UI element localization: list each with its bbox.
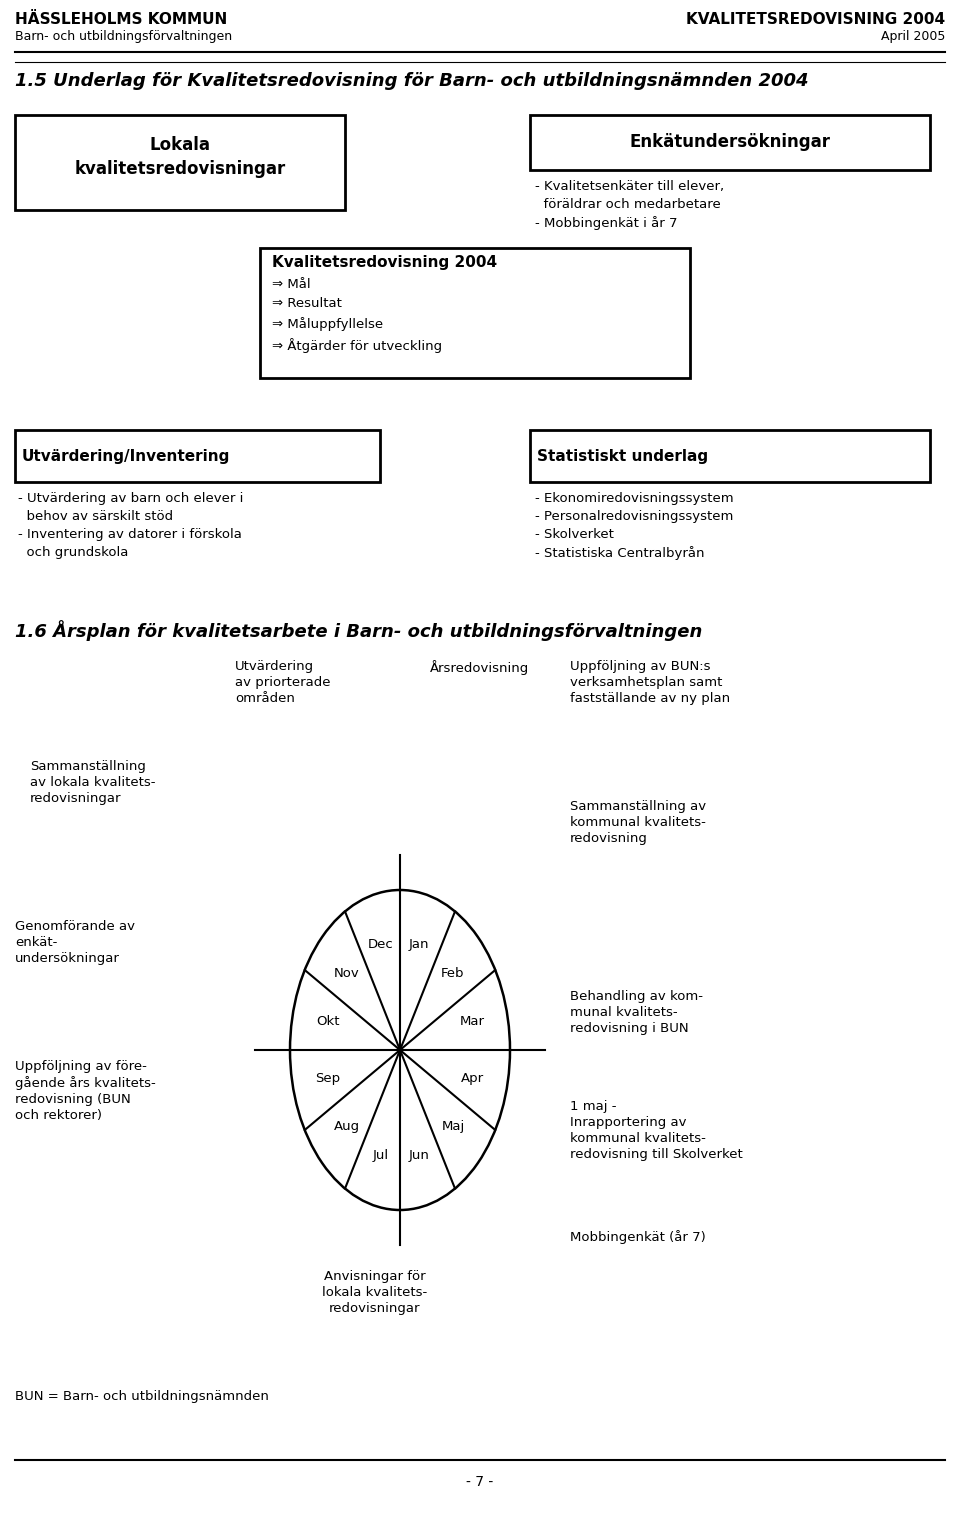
Text: Barn- och utbildningsförvaltningen: Barn- och utbildningsförvaltningen [15, 30, 232, 43]
Text: Anvisningar för
lokala kvalitets-
redovisningar: Anvisningar för lokala kvalitets- redovi… [323, 1271, 427, 1315]
Text: Jul: Jul [372, 1149, 389, 1161]
Text: Uppföljning av BUN:s
verksamhetsplan samt
fastställande av ny plan: Uppföljning av BUN:s verksamhetsplan sam… [570, 660, 731, 705]
FancyBboxPatch shape [15, 116, 345, 210]
Text: Utvärdering/Inventering: Utvärdering/Inventering [22, 448, 230, 464]
Text: Sammanställning
av lokala kvalitets-
redovisningar: Sammanställning av lokala kvalitets- red… [30, 760, 156, 806]
Text: April 2005: April 2005 [880, 30, 945, 43]
Text: Apr: Apr [461, 1072, 484, 1085]
FancyBboxPatch shape [260, 248, 690, 378]
Text: - Ekonomiredovisningssystem
- Personalredovisningssystem
- Skolverket
- Statisti: - Ekonomiredovisningssystem - Personalre… [535, 492, 733, 561]
Text: Kvalitetsredovisning 2004: Kvalitetsredovisning 2004 [272, 255, 497, 271]
Text: Genomförande av
enkät-
undersökningar: Genomförande av enkät- undersökningar [15, 920, 135, 965]
Text: Utvärdering
av priorterade
områden: Utvärdering av priorterade områden [235, 660, 330, 705]
Text: Jun: Jun [409, 1149, 430, 1161]
Ellipse shape [290, 891, 510, 1210]
Text: Mobbingenkät (år 7): Mobbingenkät (år 7) [570, 1230, 706, 1243]
Text: Dec: Dec [368, 938, 394, 952]
Text: Jan: Jan [409, 938, 430, 952]
Text: 1.5 Underlag för Kvalitetsredovisning för Barn- och utbildningsnämnden 2004: 1.5 Underlag för Kvalitetsredovisning fö… [15, 71, 808, 90]
Text: KVALITETSREDOVISNING 2004: KVALITETSREDOVISNING 2004 [685, 12, 945, 27]
Text: Nov: Nov [334, 967, 360, 979]
Text: 1.6 Årsplan för kvalitetsarbete i Barn- och utbildningsförvaltningen: 1.6 Årsplan för kvalitetsarbete i Barn- … [15, 620, 703, 641]
FancyBboxPatch shape [15, 430, 380, 482]
Text: HÄSSLEHOLMS KOMMUN: HÄSSLEHOLMS KOMMUN [15, 12, 228, 27]
Text: Mar: Mar [460, 1015, 485, 1029]
FancyBboxPatch shape [530, 430, 930, 482]
Text: - Kvalitetsenkäter till elever,
  föräldrar och medarbetare
- Mobbingenkät i år : - Kvalitetsenkäter till elever, föräldra… [535, 179, 724, 231]
Text: Feb: Feb [442, 967, 465, 979]
FancyBboxPatch shape [530, 116, 930, 170]
Text: - 7 -: - 7 - [467, 1474, 493, 1490]
Text: - Utvärdering av barn och elever i
  behov av särskilt stöd
- Inventering av dat: - Utvärdering av barn och elever i behov… [18, 492, 244, 559]
Text: 1 maj -
Inrapportering av
kommunal kvalitets-
redovisning till Skolverket: 1 maj - Inrapportering av kommunal kvali… [570, 1100, 743, 1161]
Text: BUN = Barn- och utbildningsnämnden: BUN = Barn- och utbildningsnämnden [15, 1389, 269, 1403]
Text: Behandling av kom-
munal kvalitets-
redovisning i BUN: Behandling av kom- munal kvalitets- redo… [570, 990, 703, 1035]
Text: Uppföljning av före-
gående års kvalitets-
redovisning (BUN
och rektorer): Uppföljning av före- gående års kvalitet… [15, 1059, 156, 1122]
Text: ⇒ Mål
⇒ Resultat
⇒ Måluppfyllelse
⇒ Åtgärder för utveckling: ⇒ Mål ⇒ Resultat ⇒ Måluppfyllelse ⇒ Åtgä… [272, 278, 443, 353]
Text: Maj: Maj [442, 1120, 465, 1134]
Text: Statistiskt underlag: Statistiskt underlag [537, 448, 708, 464]
Text: Enkätundersökningar: Enkätundersökningar [630, 134, 830, 150]
Text: Aug: Aug [334, 1120, 360, 1134]
Text: Sep: Sep [315, 1072, 340, 1085]
Text: Okt: Okt [316, 1015, 340, 1029]
Text: Årsredovisning: Årsredovisning [430, 660, 529, 675]
Text: Sammanställning av
kommunal kvalitets-
redovisning: Sammanställning av kommunal kvalitets- r… [570, 800, 707, 845]
Text: Lokala
kvalitetsredovisningar: Lokala kvalitetsredovisningar [74, 137, 286, 178]
